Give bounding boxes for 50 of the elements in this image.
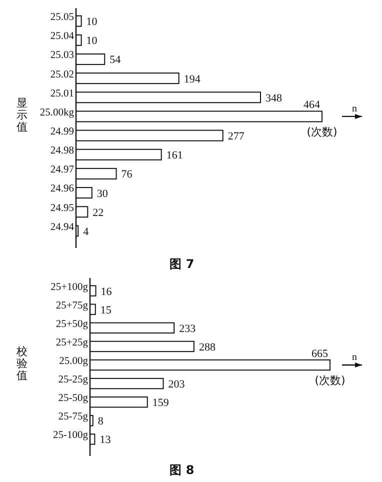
- y-tick-label: 24.99: [50, 126, 74, 138]
- y-tick-label: 25+75g: [56, 300, 89, 312]
- data-label: 22: [92, 206, 104, 219]
- data-label: 233: [179, 322, 196, 335]
- y-tick-label: 25.02: [50, 69, 74, 80]
- y-tick-label: 25.05: [50, 12, 74, 24]
- data-label: 4: [83, 226, 90, 238]
- data-label: 30: [96, 188, 108, 200]
- y-tick-label: 24.96: [50, 184, 74, 195]
- x-axis-title: n: [352, 352, 357, 363]
- y-tick-label: 25.00g: [59, 356, 89, 367]
- y-tick-label: 25-100g: [53, 430, 89, 442]
- data-label: 203: [168, 378, 186, 391]
- y-tick-label: 25.00kg: [40, 107, 75, 118]
- y-axis-title: 校验值: [16, 345, 28, 382]
- data-label: 16: [100, 286, 112, 298]
- y-tick-label: 25+25g: [56, 337, 89, 348]
- y-tick-label: 24.94: [50, 222, 75, 233]
- data-label: 194: [184, 73, 201, 86]
- text: 图 7: [170, 257, 194, 271]
- text: 图 8: [170, 463, 194, 477]
- y-tick-label: 25.01: [50, 88, 74, 100]
- data-label: 10: [86, 16, 98, 28]
- y-tick-label: 24.97: [50, 164, 74, 176]
- y-tick-label: 25.03: [50, 50, 74, 62]
- y-tick-label: 25+50g: [56, 318, 89, 330]
- annotation: (次数): [306, 126, 338, 139]
- data-label: 665: [312, 348, 328, 360]
- y-axis-title: 显示值: [16, 96, 28, 134]
- data-label: 76: [121, 168, 133, 181]
- data-label: 8: [98, 416, 104, 428]
- data-label: 159: [152, 397, 170, 410]
- data-label: 348: [266, 92, 282, 104]
- y-tick-label: 25-25g: [58, 374, 89, 386]
- data-label: 10: [86, 35, 98, 48]
- x-axis-title: n: [352, 103, 357, 114]
- y-tick-label: 25+100g: [50, 282, 89, 293]
- data-label: 15: [100, 304, 112, 316]
- data-label: 54: [110, 54, 122, 66]
- y-tick-label: 24.98: [50, 146, 74, 157]
- data-label: 288: [198, 341, 216, 354]
- data-label: 161: [166, 150, 183, 162]
- y-tick-label: 24.95: [50, 202, 74, 214]
- data-label: 464: [304, 99, 320, 112]
- y-tick-label: 25-75g: [58, 412, 89, 423]
- annotation: (次数): [314, 374, 346, 388]
- data-label: 13: [100, 434, 112, 446]
- y-tick-label: 25.04: [50, 31, 75, 42]
- y-tick-label: 25-50g: [58, 393, 89, 404]
- data-label: 277: [228, 130, 245, 143]
